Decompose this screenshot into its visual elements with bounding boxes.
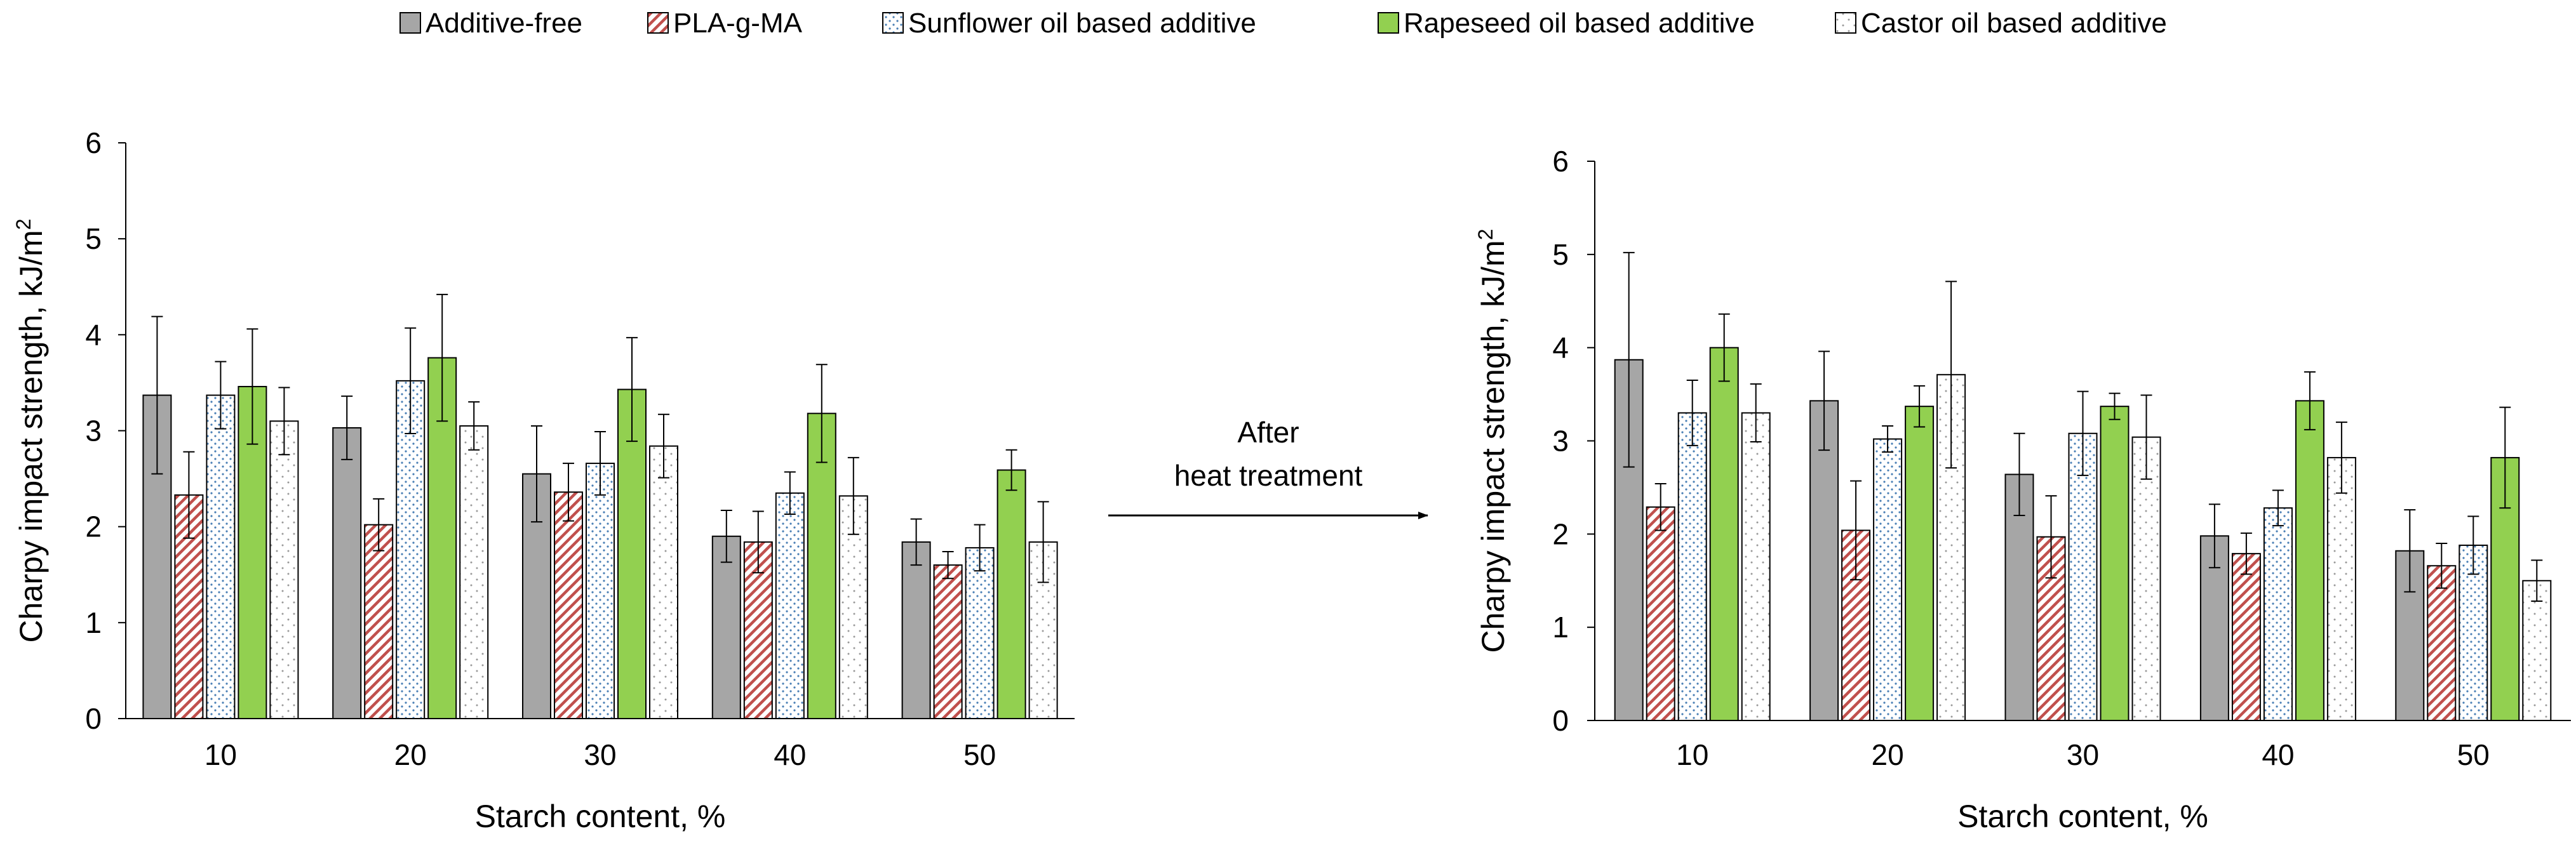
legend-item-castor: Castor oil based additive bbox=[1835, 8, 2167, 39]
bar-sunflower-20 bbox=[396, 380, 426, 719]
bar-rapeseed-30 bbox=[2100, 406, 2130, 722]
bar-castor-10 bbox=[269, 420, 299, 720]
x-tick-label: 40 bbox=[774, 738, 806, 771]
legend-label-additive-free: Additive-free bbox=[426, 8, 582, 39]
arrow-label-line2: heat treatment bbox=[1174, 459, 1363, 492]
bar-castor-50 bbox=[2522, 580, 2552, 721]
y-tick-label: 1 bbox=[85, 606, 102, 639]
y-tick-label: 5 bbox=[85, 222, 102, 255]
bar-rapeseed-10 bbox=[1709, 347, 1739, 721]
y-tick-label: 2 bbox=[1552, 517, 1569, 550]
x-tick-label: 10 bbox=[1676, 738, 1708, 771]
x-axis-label: Starch content, % bbox=[1957, 799, 2208, 834]
x-tick-label: 10 bbox=[205, 738, 237, 771]
bar-sunflower-10 bbox=[1677, 412, 1707, 721]
x-tick-label: 20 bbox=[394, 738, 427, 771]
y-tick-label: 6 bbox=[1552, 145, 1569, 178]
bar-sunflower-10 bbox=[206, 394, 236, 720]
heat-treatment-annotation: After heat treatment bbox=[1108, 416, 1428, 519]
bar-pla-g-ma-10 bbox=[174, 494, 204, 719]
bar-castor-10 bbox=[1741, 412, 1771, 721]
bar-additive-free-40 bbox=[711, 535, 741, 719]
legend-label-castor: Castor oil based additive bbox=[1861, 8, 2167, 39]
y-tick-label: 5 bbox=[1552, 238, 1569, 271]
arrow-label-line1: After bbox=[1237, 416, 1299, 449]
bar-sunflower-40 bbox=[775, 492, 805, 720]
bar-pla-g-ma-20 bbox=[364, 524, 394, 719]
bar-additive-free-20 bbox=[332, 427, 362, 720]
legend-label-pla-g-ma: PLA-g-MA bbox=[673, 8, 803, 39]
chart-after-heat-treatment: 0 1 2 3 4 5 6 10 20 30 40 50 Starch content, % Charpy… bbox=[1474, 145, 2571, 834]
bar-sunflower-20 bbox=[1873, 438, 1903, 722]
x-tick-label: 30 bbox=[2067, 738, 2099, 771]
legend-swatch-sunflower bbox=[882, 12, 904, 34]
bar-castor-40 bbox=[2326, 456, 2356, 721]
legend: Additive-free PLA-g-MA Sunflower oil bas… bbox=[399, 8, 2167, 39]
bar-pla-g-ma-50 bbox=[2427, 565, 2457, 721]
bar-pla-g-ma-50 bbox=[933, 564, 963, 720]
bar-additive-free-20 bbox=[1809, 400, 1839, 722]
legend-item-additive-free: Additive-free bbox=[399, 8, 582, 39]
legend-label-sunflower: Sunflower oil based additive bbox=[908, 8, 1256, 39]
bar-pla-g-ma-40 bbox=[2231, 553, 2261, 721]
legend-item-rapeseed: Rapeseed oil based additive bbox=[1378, 8, 1755, 39]
y-tick-label: 2 bbox=[85, 510, 102, 543]
y-tick-label: 0 bbox=[85, 702, 102, 735]
bar-rapeseed-40 bbox=[807, 413, 836, 719]
legend-item-pla-g-ma: PLA-g-MA bbox=[647, 8, 803, 39]
y-tick-label: 1 bbox=[1552, 611, 1569, 644]
chart-before-heat-treatment: 0 1 2 3 4 5 6 10 20 30 40 50 Starch content, % Charpy… bbox=[12, 126, 1075, 834]
bar-sunflower-40 bbox=[2263, 507, 2293, 721]
bar-rapeseed-40 bbox=[2295, 400, 2324, 722]
y-tick-label: 4 bbox=[85, 318, 102, 351]
bar-castor-30 bbox=[649, 445, 678, 719]
legend-swatch-pla-g-ma bbox=[647, 12, 669, 34]
bar-sunflower-30 bbox=[586, 462, 615, 719]
bar-rapeseed-50 bbox=[996, 469, 1026, 719]
x-tick-label: 30 bbox=[584, 738, 616, 771]
bar-pla-g-ma-30 bbox=[554, 491, 583, 719]
x-tick-label: 20 bbox=[1872, 738, 1904, 771]
bar-rapeseed-30 bbox=[617, 388, 647, 719]
bar-additive-free-50 bbox=[901, 541, 931, 719]
y-tick-label: 3 bbox=[1552, 425, 1569, 458]
y-axis-label: Charpy impact strength, kJ/m2 bbox=[12, 218, 49, 642]
y-tick-label: 6 bbox=[85, 126, 102, 159]
legend-swatch-castor bbox=[1835, 12, 1856, 34]
bar-sunflower-50 bbox=[965, 547, 995, 719]
legend-swatch-additive-free bbox=[399, 12, 421, 34]
legend-item-sunflower: Sunflower oil based additive bbox=[882, 8, 1256, 39]
bar-pla-g-ma-10 bbox=[1646, 506, 1675, 721]
legend-swatch-rapeseed bbox=[1378, 12, 1399, 34]
bar-castor-20 bbox=[459, 425, 489, 719]
y-tick-label: 4 bbox=[1552, 331, 1569, 364]
y-tick-label: 0 bbox=[1552, 704, 1569, 737]
bar-rapeseed-20 bbox=[1905, 406, 1935, 722]
bar-castor-20 bbox=[1936, 374, 1966, 721]
x-tick-label: 50 bbox=[2457, 738, 2490, 771]
y-axis-label: Charpy impact strength, kJ/m2 bbox=[1474, 229, 1511, 653]
x-axis-label: Starch content, % bbox=[475, 799, 726, 834]
y-tick-label: 3 bbox=[85, 415, 102, 448]
bar-sunflower-30 bbox=[2068, 432, 2098, 722]
legend-label-rapeseed: Rapeseed oil based additive bbox=[1404, 8, 1755, 39]
x-tick-label: 40 bbox=[2262, 738, 2294, 771]
bar-additive-free-10 bbox=[1614, 359, 1644, 721]
x-tick-label: 50 bbox=[963, 738, 996, 771]
